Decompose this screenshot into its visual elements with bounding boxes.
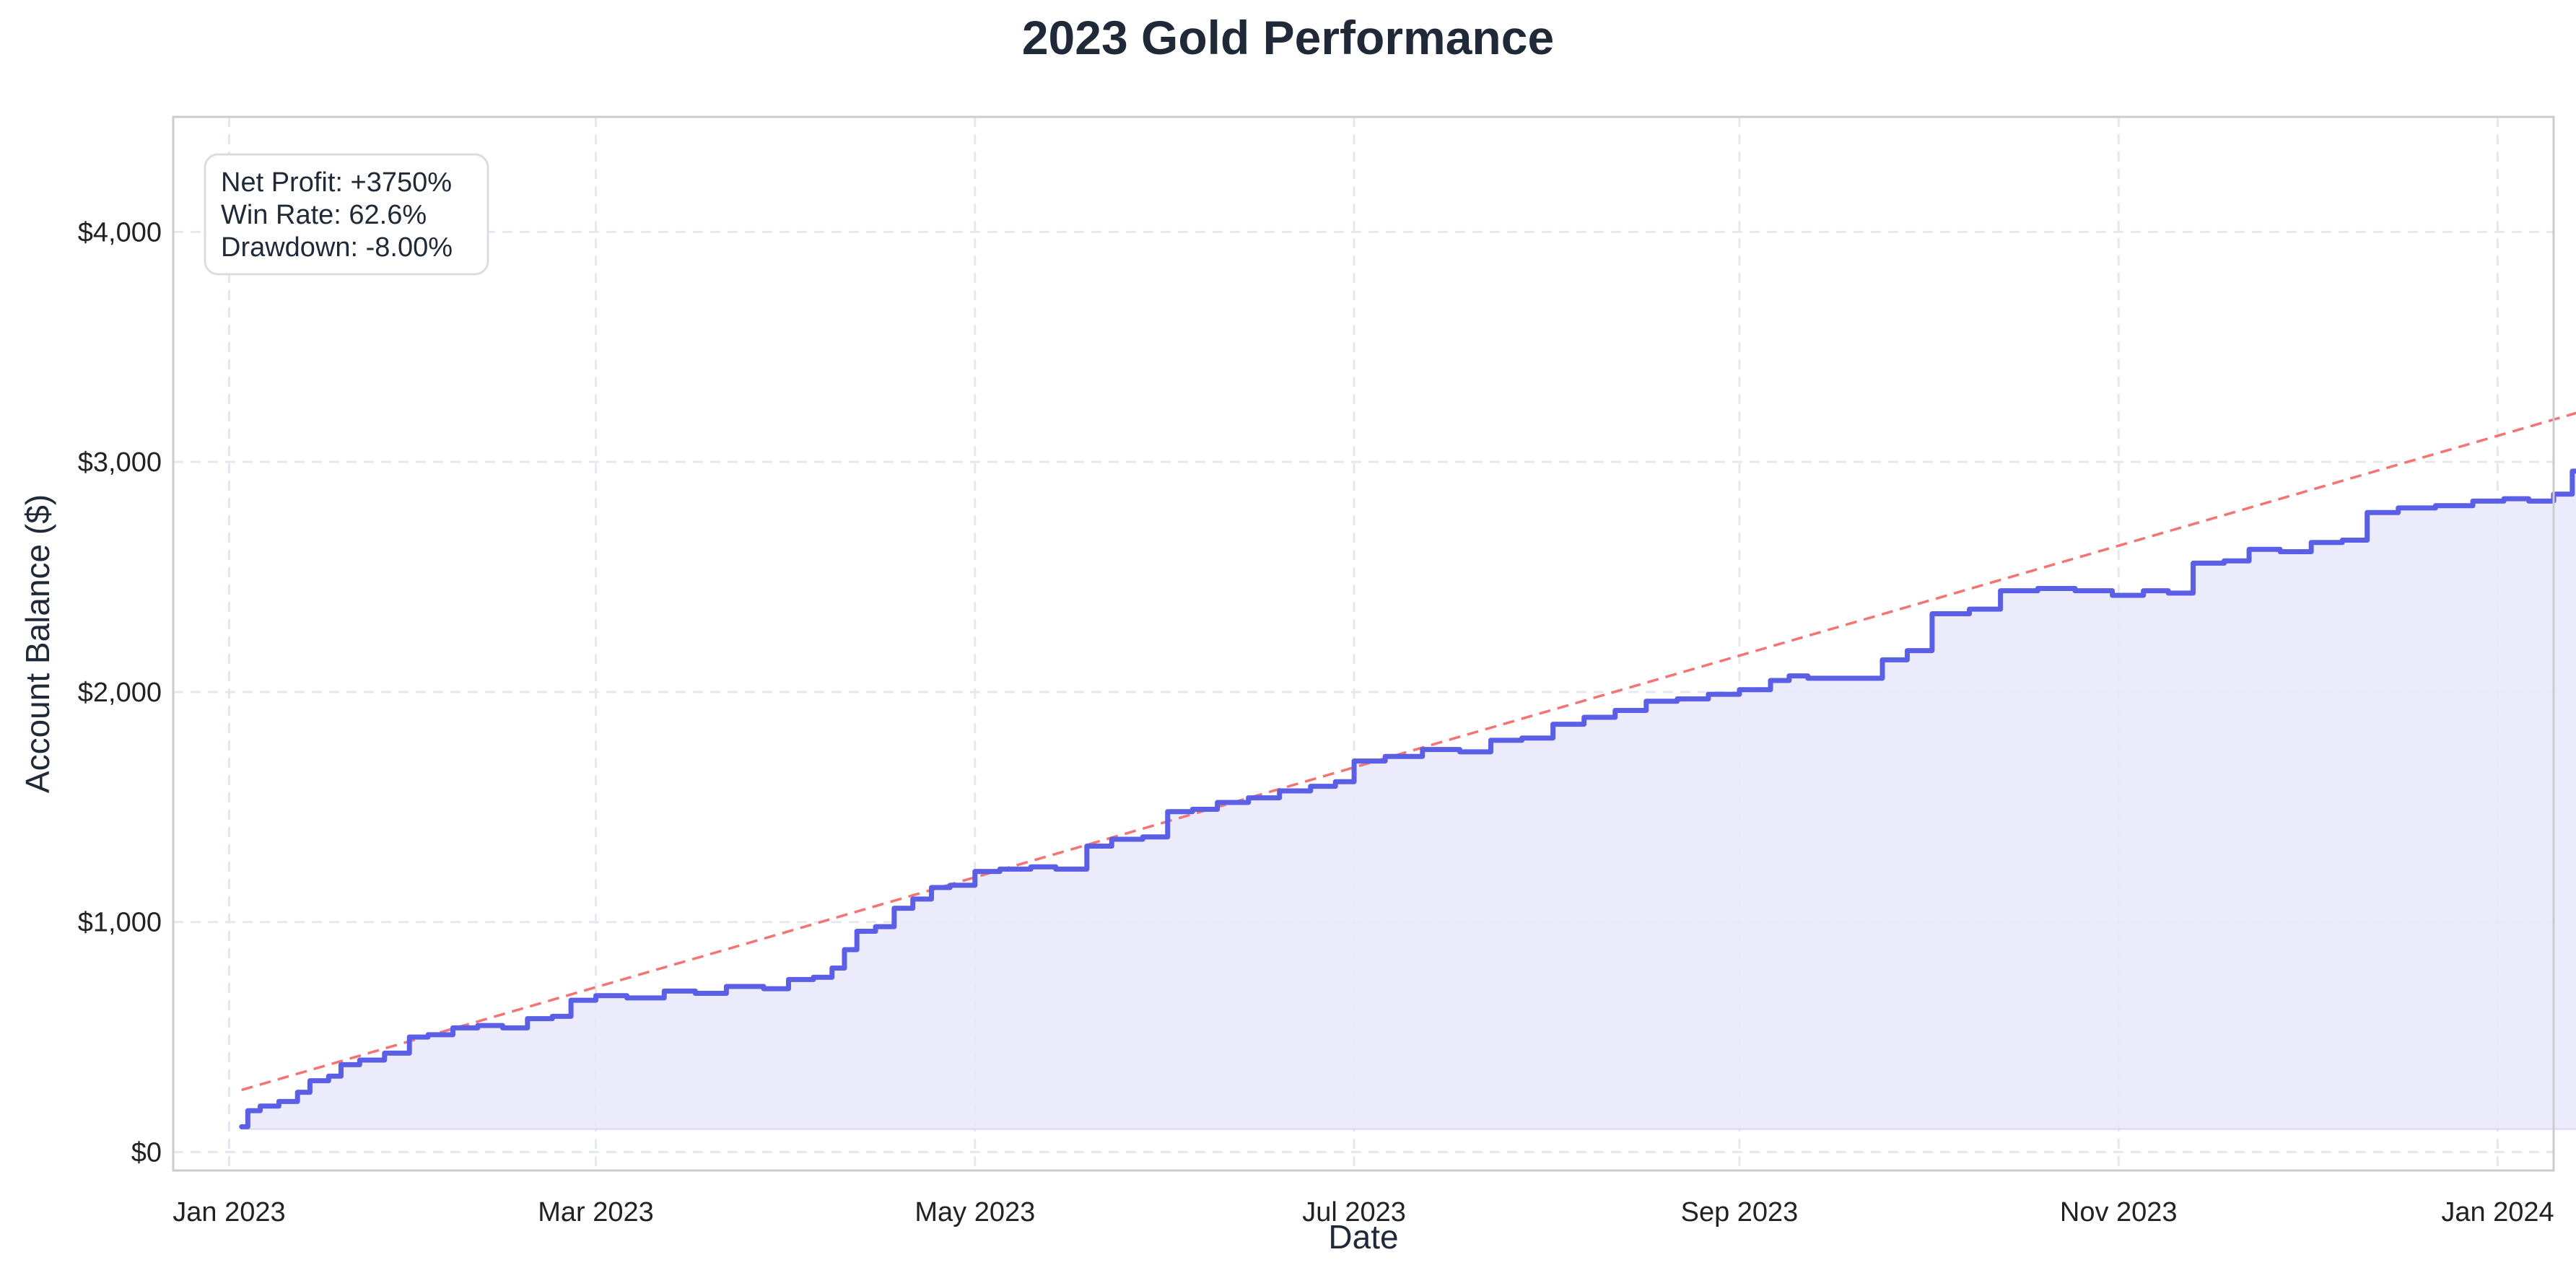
chart-title: 2023 Gold Performance <box>1021 11 1555 64</box>
x-tick-label: Nov 2023 <box>2060 1197 2178 1227</box>
stats-annotation-box: Net Profit: +3750% Win Rate: 62.6% Drawd… <box>204 153 489 276</box>
x-tick-label: Jan 2024 <box>2441 1197 2554 1227</box>
x-tick-label: Jan 2023 <box>173 1197 285 1227</box>
trend-dashed-line <box>241 411 2576 1092</box>
x-tick-label: Jul 2023 <box>1302 1197 1406 1227</box>
y-axis-ticks: $0 $1,000 $2,000 $3,000 $4,000 <box>78 217 162 1168</box>
y-tick-label: $0 <box>131 1137 162 1168</box>
y-tick-label: $4,000 <box>78 217 162 248</box>
net-profit-text: Net Profit: +3750% <box>221 167 452 198</box>
win-rate-text: Win Rate: 62.6% <box>221 200 427 230</box>
y-tick-label: $1,000 <box>78 908 162 938</box>
equity-fill <box>240 470 2576 1130</box>
y-axis-label: Account Balance ($) <box>19 494 56 793</box>
x-tick-label: Mar 2023 <box>538 1197 654 1227</box>
plot-frame <box>172 115 2555 1172</box>
x-axis-label: Date <box>1328 1218 1398 1256</box>
y-tick-label: $3,000 <box>78 447 162 478</box>
trend-line <box>241 411 2576 1092</box>
equity-curve <box>239 468 2576 1129</box>
y-tick-label: $2,000 <box>78 678 162 708</box>
stats-box-background <box>204 153 489 276</box>
equity-line <box>239 468 2576 1129</box>
drawdown-text: Drawdown: -8.00% <box>221 232 453 263</box>
equity-area <box>240 470 2576 1130</box>
x-axis-ticks: Jan 2023 Mar 2023 May 2023 Jul 2023 Sep 2023… <box>173 1197 2554 1227</box>
x-tick-label: May 2023 <box>914 1197 1035 1227</box>
x-tick-label: Sep 2023 <box>1681 1197 1799 1227</box>
